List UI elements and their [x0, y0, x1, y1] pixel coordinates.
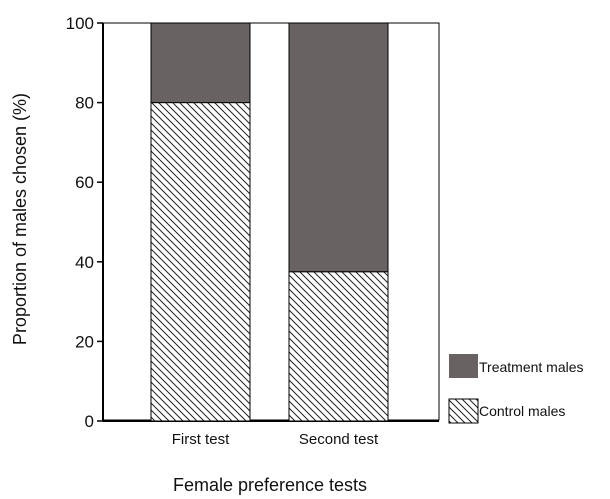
y-axis-title: Proportion of males chosen (%)	[10, 93, 30, 345]
bar-segment-control-males	[288, 271, 389, 422]
legend: Treatment males Control males	[448, 354, 584, 424]
legend-swatch-treatment	[449, 354, 478, 378]
x-tick-labels-group: First test Second test	[172, 431, 379, 448]
x-tick-label: Second test	[299, 431, 379, 448]
y-tick-label: 0	[85, 412, 94, 431]
y-tick-label: 40	[75, 253, 94, 272]
x-axis-title: Female preference tests	[173, 475, 367, 495]
bar-segment-treatment-males	[150, 22, 251, 104]
y-ticks-group: 0 20 40 60 80 100	[66, 14, 103, 431]
bar-segment-control-males	[150, 102, 251, 422]
bar-segment-treatment-males	[288, 22, 389, 273]
y-tick-label: 20	[75, 332, 94, 351]
legend-label-treatment: Treatment males	[479, 359, 584, 375]
y-tick-label: 60	[75, 173, 94, 192]
y-tick-label: 100	[66, 14, 94, 33]
y-tick-label: 80	[75, 94, 94, 113]
x-tick-label: First test	[172, 431, 230, 448]
bars-group	[150, 22, 389, 422]
legend-label-control: Control males	[479, 403, 565, 419]
legend-swatch-control	[448, 398, 479, 424]
